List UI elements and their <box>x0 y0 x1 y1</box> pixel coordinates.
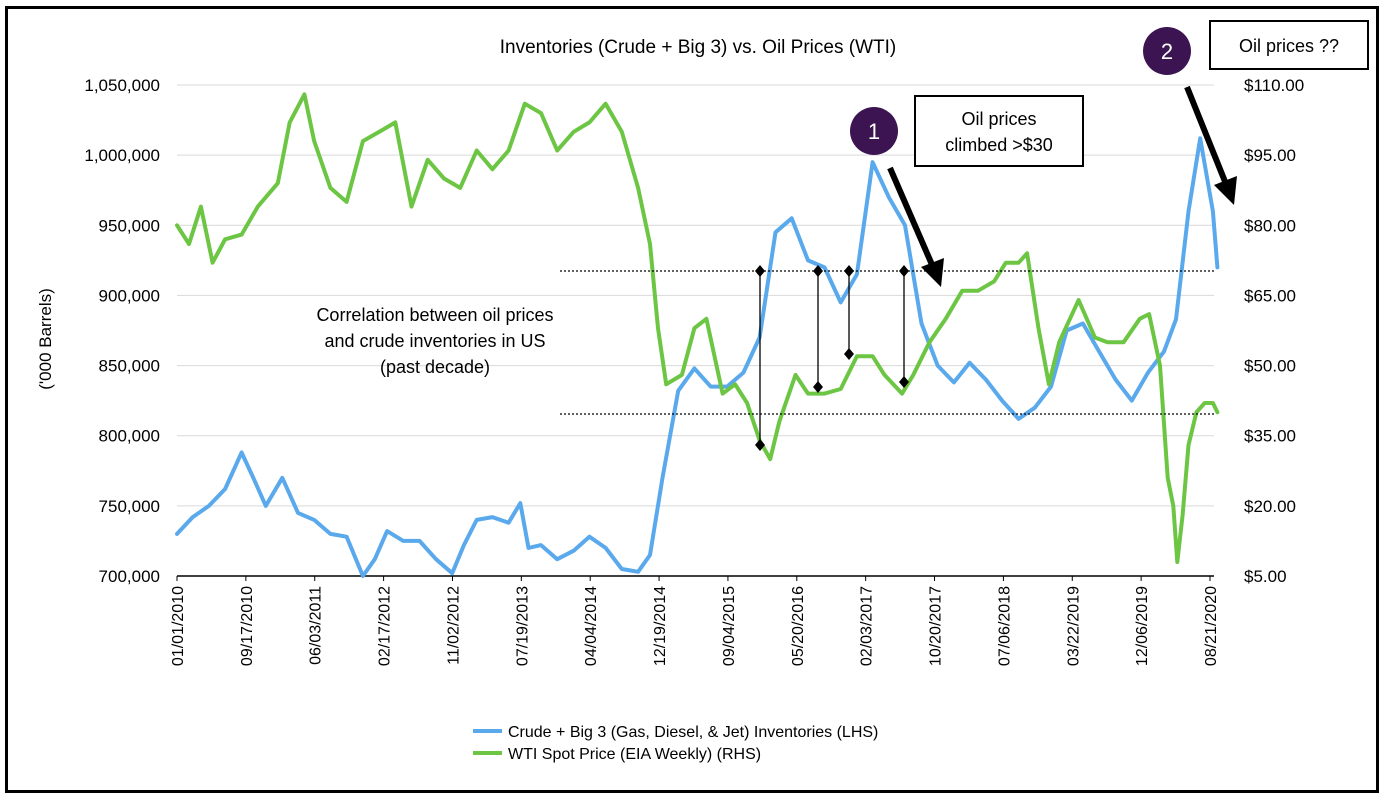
diamond-marker <box>899 265 909 277</box>
callout-1-line-1: Oil prices <box>961 109 1036 129</box>
chart-svg: Inventories (Crude + Big 3) vs. Oil Pric… <box>36 20 1369 763</box>
x-tick-label: 10/20/2017 <box>928 586 945 666</box>
x-tick-label: 02/17/2012 <box>377 586 394 666</box>
x-tick-label: 08/21/2020 <box>1203 586 1220 666</box>
inventories-series-line <box>175 136 1220 578</box>
x-axis-ticks: 01/01/2010 09/17/2010 06/03/2011 02/17/2012… <box>170 576 1220 666</box>
marker-2-badge <box>1143 27 1191 75</box>
series-layer <box>175 92 1220 578</box>
arrow-2-shaft <box>1184 85 1229 186</box>
arrow-1-head <box>921 258 944 287</box>
connector-markers <box>755 265 909 451</box>
left-tick-label: 850,000 <box>99 357 160 376</box>
legend: Crude + Big 3 (Gas, Diesel, & Jet) Inven… <box>473 724 878 763</box>
x-tick-label: 03/22/2019 <box>1065 586 1082 666</box>
diamond-marker <box>899 376 909 388</box>
x-tick-label: 02/03/2017 <box>859 586 876 666</box>
right-tick-label: $50.00 <box>1244 357 1296 376</box>
gridlines <box>177 84 1214 577</box>
diamond-marker <box>844 265 854 277</box>
diamond-marker <box>755 439 765 451</box>
callout-1-line-2: climbed >$30 <box>945 135 1053 155</box>
right-tick-label: $20.00 <box>1244 497 1296 516</box>
legend-label-inventories: Crude + Big 3 (Gas, Diesel, & Jet) Inven… <box>508 724 878 741</box>
diamond-marker <box>755 265 765 277</box>
arrow-2-head <box>1214 176 1237 205</box>
x-tick-label: 04/04/2014 <box>583 586 600 666</box>
right-tick-label: $65.00 <box>1244 286 1296 305</box>
x-tick-label: 12/19/2014 <box>652 586 669 666</box>
chart-frame: Inventories (Crude + Big 3) vs. Oil Pric… <box>5 6 1379 793</box>
correlation-note: Correlation between oil prices and crude… <box>316 305 553 377</box>
x-tick-label: 09/04/2015 <box>721 586 738 666</box>
left-tick-label: 1,000,000 <box>84 146 160 165</box>
marker-2-label: 2 <box>1161 39 1173 64</box>
right-tick-label: $35.00 <box>1244 427 1296 446</box>
left-tick-label: 900,000 <box>99 286 160 305</box>
right-tick-label: $80.00 <box>1244 216 1296 235</box>
note-line-2: and crude inventories in US <box>324 331 545 351</box>
callout-2-box <box>1209 20 1369 70</box>
x-tick-label: 07/06/2018 <box>996 586 1013 666</box>
right-axis-ticks: $5.00 $20.00 $35.00 $50.00 $65.00 $80.00 $95.0… <box>1244 76 1304 586</box>
x-tick-label: 09/17/2010 <box>239 586 256 666</box>
chart-title: Inventories (Crude + Big 3) vs. Oil Pric… <box>500 37 896 58</box>
legend-label-wti: WTI Spot Price (EIA Weekly) (RHS) <box>508 746 761 763</box>
correlation-connectors <box>759 271 905 445</box>
note-line-1: Correlation between oil prices <box>316 305 553 325</box>
right-tick-label: $95.00 <box>1244 146 1296 165</box>
right-tick-label: $110.00 <box>1244 76 1304 95</box>
x-tick-label: 12/06/2019 <box>1134 586 1151 666</box>
diamond-marker <box>813 265 823 277</box>
right-tick-label: $5.00 <box>1244 567 1287 586</box>
x-tick-label: 05/20/2016 <box>790 586 807 666</box>
left-tick-label: 950,000 <box>99 216 160 235</box>
x-tick-label: 06/03/2011 <box>308 586 325 665</box>
left-tick-label: 750,000 <box>99 497 160 516</box>
left-tick-label: 700,000 <box>99 567 160 586</box>
diamond-marker <box>844 348 854 360</box>
callout-2-text: Oil prices ?? <box>1239 36 1339 56</box>
left-axis-ticks: 700,000 750,000 800,000 850,000 900,000 950,0… <box>84 76 160 586</box>
note-line-3: (past decade) <box>380 357 490 377</box>
marker-1-label: 1 <box>868 119 880 144</box>
left-tick-label: 800,000 <box>99 427 160 446</box>
x-tick-label: 07/19/2013 <box>514 586 531 666</box>
wti-price-series-line <box>175 92 1220 564</box>
left-tick-label: 1,050,000 <box>84 76 160 95</box>
marker-1-badge <box>850 107 898 155</box>
callout-1-box <box>914 95 1084 167</box>
arrow-1-shaft <box>887 166 936 269</box>
x-tick-label: 11/02/2012 <box>445 586 462 665</box>
x-tick-label: 01/01/2010 <box>170 586 187 666</box>
left-axis-label: ('000 Barrels) <box>36 288 55 390</box>
diamond-marker <box>813 381 823 393</box>
